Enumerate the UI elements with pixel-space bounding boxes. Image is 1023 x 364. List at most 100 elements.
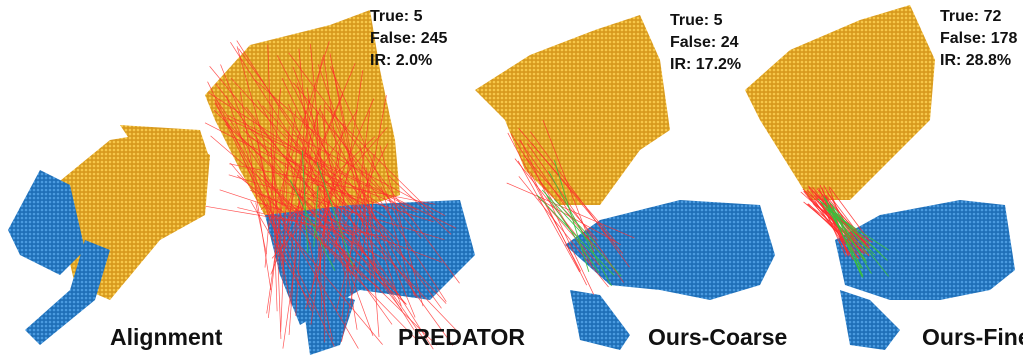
correspondence-line	[553, 160, 590, 272]
correspondence-line	[255, 202, 267, 255]
correspondence-line	[247, 135, 388, 219]
correspondence-line	[313, 185, 319, 248]
correspondence-line	[823, 198, 868, 264]
correspondence-line	[250, 201, 314, 309]
correspondence-line	[530, 172, 587, 286]
correspondence-line	[239, 151, 312, 312]
correspondence-line	[341, 201, 374, 342]
correspondence-line	[523, 155, 598, 241]
correspondence-line	[548, 170, 612, 287]
correspondence-line	[537, 198, 621, 245]
panel-ours-coarse	[475, 15, 775, 350]
correspondence-line	[214, 99, 335, 347]
correspondence-line	[301, 150, 309, 254]
panel-ours-fine	[745, 5, 1015, 350]
correspondence-line	[517, 160, 581, 273]
correspondence-line	[205, 205, 390, 238]
inlier-ratio: IR: 17.2%	[670, 56, 742, 73]
correspondence-line	[813, 199, 854, 260]
correspondence-line	[230, 162, 383, 345]
target-point-cloud	[565, 200, 775, 350]
correspondence-line	[293, 82, 422, 239]
correspondence-lines	[506, 120, 635, 295]
correspondence-line	[341, 110, 371, 319]
correspondence-line	[282, 105, 322, 222]
correspondence-line	[297, 63, 356, 201]
correspondence-line	[541, 189, 622, 277]
correspondence-line	[546, 194, 600, 274]
correspondence-line	[316, 161, 354, 267]
correspondence-line	[336, 154, 375, 312]
correspondence-line	[271, 99, 282, 339]
correspondence-line	[328, 106, 416, 318]
correspondence-line	[276, 55, 370, 236]
correspondence-line	[823, 185, 860, 247]
correspondence-line	[281, 136, 376, 225]
correspondence-line	[288, 104, 374, 337]
panel-alignment	[8, 125, 210, 345]
true-count: True: 5	[670, 12, 723, 29]
correspondence-line	[224, 116, 417, 211]
target-point-cloud	[835, 200, 1015, 350]
caption-ours-fine: Ours-Fine	[922, 324, 1023, 350]
correspondence-line	[380, 186, 415, 297]
inlier-ratio: IR: 28.8%	[940, 52, 1012, 69]
true-count: True: 5	[370, 8, 423, 25]
correspondence-line	[829, 202, 889, 277]
correspondence-line	[207, 81, 290, 250]
correspondence-line	[536, 194, 615, 276]
correspondence-line	[333, 70, 364, 263]
correspondence-line	[270, 94, 344, 275]
false-count: False: 245	[370, 30, 448, 47]
correspondence-line	[379, 145, 424, 307]
false-count: False: 178	[940, 30, 1018, 47]
source-point-cloud	[475, 15, 670, 205]
correspondence-line	[210, 135, 407, 305]
correspondence-line	[250, 128, 380, 233]
correspondence-line	[365, 167, 380, 338]
correspondence-line	[208, 92, 389, 210]
correspondence-line	[306, 87, 335, 235]
correspondence-line	[228, 174, 445, 241]
stats-ours-coarse: True: 5 False: 24 IR: 17.2%	[670, 10, 741, 76]
correspondence-line	[280, 126, 290, 332]
source-point-cloud	[745, 5, 935, 200]
correspondence-line	[306, 180, 434, 223]
correspondence-line	[270, 147, 284, 268]
correspondence-line	[245, 106, 403, 311]
correspondence-line	[823, 195, 864, 278]
true-count: True: 72	[940, 8, 1002, 25]
correspondence-line	[527, 143, 624, 283]
correspondence-line	[266, 110, 297, 314]
correspondence-line	[329, 52, 366, 236]
correspondence-line	[299, 159, 423, 338]
correspondence-line	[262, 105, 447, 304]
correspondence-line	[828, 186, 871, 242]
correspondence-lines	[800, 184, 890, 278]
correspondence-line	[289, 180, 336, 272]
correspondence-line	[291, 133, 446, 217]
stats-predator: True: 5 False: 245 IR: 2.0%	[370, 6, 447, 72]
correspondence-line	[361, 166, 371, 280]
correspondence-line	[553, 199, 596, 244]
correspondence-line	[514, 158, 580, 239]
correspondence-line	[288, 52, 460, 284]
correspondence-line	[252, 120, 284, 275]
correspondence-line	[807, 203, 865, 260]
correspondence-line	[530, 131, 630, 268]
correspondence-line	[282, 114, 317, 349]
correspondence-line	[321, 113, 358, 330]
correspondence-line	[230, 41, 415, 331]
panel-predator	[204, 10, 475, 355]
correspondence-line	[388, 175, 452, 235]
correspondence-line	[276, 196, 417, 339]
caption-alignment: Alignment	[110, 324, 223, 350]
correspondence-line	[325, 107, 434, 215]
correspondence-line	[308, 208, 393, 325]
correspondence-line	[824, 204, 876, 256]
correspondence-line	[213, 109, 402, 298]
correspondence-line	[238, 48, 454, 346]
source-point-cloud	[205, 10, 400, 225]
target-point-cloud	[8, 170, 110, 345]
inlier-ratio: IR: 2.0%	[370, 52, 433, 69]
